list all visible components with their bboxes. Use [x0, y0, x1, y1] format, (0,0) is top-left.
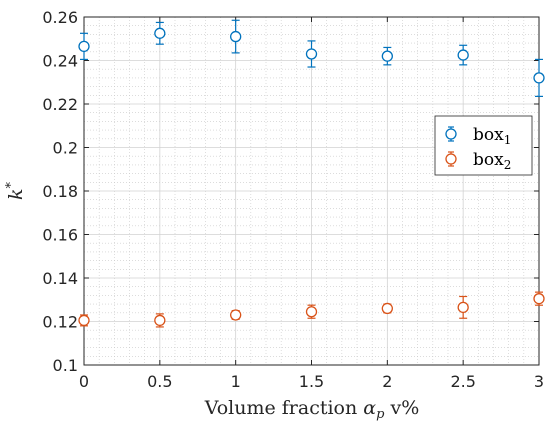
legend-marker — [445, 153, 457, 165]
x-tick-label: 0.5 — [147, 372, 172, 391]
series-box2 — [78, 291, 545, 328]
y-tick-label: 0.12 — [42, 313, 78, 332]
legend: box1 box2 — [434, 115, 533, 176]
series-layer — [78, 19, 545, 328]
y-tick-label: 0.18 — [42, 182, 78, 201]
x-tick-label: 2.5 — [450, 372, 475, 391]
data-point — [457, 301, 469, 314]
y-axis-title: k* — [4, 181, 27, 200]
data-point — [78, 314, 90, 327]
data-point — [381, 302, 393, 315]
data-point — [154, 27, 166, 39]
data-point — [78, 40, 90, 53]
legend-label: box2 — [473, 150, 511, 172]
y-tick-labels: 0.1 0.12 0.14 0.16 0.18 0.2 0.22 0.24 0.26 — [42, 8, 78, 375]
data-point — [230, 309, 242, 321]
legend-item-box2: box2 — [445, 150, 511, 172]
y-tick-label: 0.24 — [42, 52, 78, 71]
x-tick-label: 2 — [382, 372, 392, 391]
data-point — [154, 314, 166, 327]
data-point — [305, 306, 318, 318]
x-tick-labels: 0 0.5 1 1.5 2 2.5 3 — [79, 372, 544, 391]
legend-items: box1 box2 — [445, 125, 511, 172]
x-tick-label: 1 — [231, 372, 241, 391]
x-tick-label: 3 — [534, 372, 544, 391]
x-tick-label: 1.5 — [299, 372, 324, 391]
data-point — [381, 50, 393, 62]
legend-label: box1 — [473, 125, 511, 147]
series-box1 — [78, 19, 545, 97]
data-point — [305, 48, 318, 60]
x-tick-label: 0 — [79, 372, 89, 391]
axis-ticks — [83, 16, 540, 366]
data-point — [230, 30, 242, 43]
x-axis-title: Volume fraction αp v% — [204, 397, 420, 422]
data-point — [533, 293, 545, 305]
legend-marker — [445, 128, 457, 140]
y-tick-label: 0.1 — [53, 356, 78, 375]
data-point — [457, 49, 469, 61]
y-tick-label: 0.2 — [53, 139, 78, 158]
y-tick-label: 0.14 — [42, 269, 78, 288]
y-tick-label: 0.26 — [42, 8, 78, 27]
y-tick-label: 0.22 — [42, 95, 78, 114]
y-tick-label: 0.16 — [42, 226, 78, 245]
data-point — [533, 72, 545, 84]
legend-item-box1: box1 — [445, 125, 511, 147]
